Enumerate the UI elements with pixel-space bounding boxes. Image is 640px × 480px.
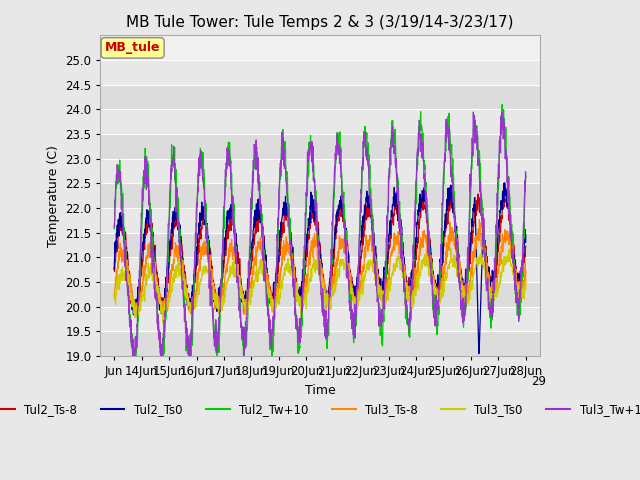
Tul2_Ts0 [501,180,509,186]
Tul2_Ts-8 [110,264,118,270]
Tul3_Ts-8 [161,314,168,320]
Tul2_Ts-8 [345,252,353,257]
Tul2_Ts-8 [131,313,139,319]
Tul2_Ts-8 [301,271,309,277]
Tul3_Tw+10 [285,219,293,225]
Tul3_Tw+10 [470,109,477,115]
Tul2_Ts0 [285,219,292,225]
Tul2_Tw+10 [301,242,309,248]
Bar [100,60,540,84]
Tul3_Ts0 [301,292,309,298]
Bar [100,233,540,257]
Tul2_Ts0 [475,351,483,357]
X-axis label: Time: Time [305,384,335,396]
Tul3_Ts0 [159,309,167,314]
Tul3_Ts0 [110,292,118,298]
Text: MB_tule: MB_tule [105,41,161,54]
Tul2_Ts0 [159,306,166,312]
Tul3_Tw+10 [345,285,353,291]
Line: Tul2_Tw+10: Tul2_Tw+10 [114,104,526,356]
Tul2_Ts-8 [502,191,510,196]
Tul2_Ts0 [294,288,301,294]
Bar [100,109,540,134]
Tul2_Ts0 [142,219,150,225]
Line: Tul2_Ts-8: Tul2_Ts-8 [114,193,526,316]
Tul3_Ts-8 [345,267,353,273]
Tul2_Tw+10 [143,170,150,176]
Tul3_Ts-8 [110,293,118,299]
Tul3_Ts0 [159,320,166,325]
Tul3_Tw+10 [522,174,530,180]
Tul2_Ts-8 [159,298,167,304]
Legend: Tul2_Ts-8, Tul2_Ts0, Tul2_Tw+10, Tul3_Ts-8, Tul3_Ts0, Tul3_Tw+10: Tul2_Ts-8, Tul2_Ts0, Tul2_Tw+10, Tul3_Ts… [0,398,640,420]
Tul3_Tw+10 [301,228,309,234]
Tul2_Ts-8 [143,231,150,237]
Y-axis label: Temperature (C): Temperature (C) [47,145,60,247]
Tul2_Ts-8 [522,243,530,249]
Text: 29: 29 [531,375,546,388]
Tul2_Ts0 [522,232,530,238]
Tul2_Ts0 [301,254,308,260]
Tul3_Ts-8 [294,290,301,296]
Tul3_Ts0 [447,246,454,252]
Tul3_Ts-8 [142,254,150,260]
Tul2_Tw+10 [345,263,353,269]
Tul2_Tw+10 [499,101,506,107]
Tul2_Tw+10 [294,349,301,355]
Line: Tul3_Ts0: Tul3_Ts0 [114,249,526,323]
Tul2_Tw+10 [159,353,167,359]
Tul2_Tw+10 [110,226,118,232]
Tul3_Ts-8 [522,268,530,274]
Tul3_Tw+10 [294,333,301,338]
Tul2_Tw+10 [129,353,137,359]
Tul2_Tw+10 [522,173,530,179]
Tul3_Ts-8 [301,291,309,297]
Tul3_Ts0 [285,261,293,267]
Tul3_Ts0 [345,267,353,273]
Tul3_Ts0 [294,297,301,303]
Bar [100,282,540,307]
Tul2_Ts-8 [294,290,301,296]
Bar [100,331,540,356]
Bar [100,183,540,208]
Tul2_Ts0 [344,264,352,270]
Bar [100,257,540,282]
Tul3_Ts0 [522,280,530,286]
Bar [100,84,540,109]
Bar [100,208,540,233]
Tul2_Ts-8 [285,213,293,219]
Line: Tul3_Ts-8: Tul3_Ts-8 [114,219,526,317]
Tul3_Ts0 [142,277,150,283]
Tul3_Ts-8 [476,216,483,222]
Title: MB Tule Tower: Tule Temps 2 & 3 (3/19/14-3/23/17): MB Tule Tower: Tule Temps 2 & 3 (3/19/14… [126,15,514,30]
Tul2_Tw+10 [285,211,293,216]
Tul3_Tw+10 [159,336,167,341]
Line: Tul2_Ts0: Tul2_Ts0 [114,183,526,354]
Tul3_Tw+10 [143,187,150,192]
Bar [100,307,540,331]
Tul3_Tw+10 [129,353,136,359]
Bar [100,134,540,159]
Tul2_Ts0 [110,267,118,273]
Bar [100,159,540,183]
Line: Tul3_Tw+10: Tul3_Tw+10 [114,112,526,356]
Tul3_Tw+10 [110,224,118,230]
Tul3_Ts-8 [285,251,293,256]
Tul3_Ts-8 [159,312,166,318]
